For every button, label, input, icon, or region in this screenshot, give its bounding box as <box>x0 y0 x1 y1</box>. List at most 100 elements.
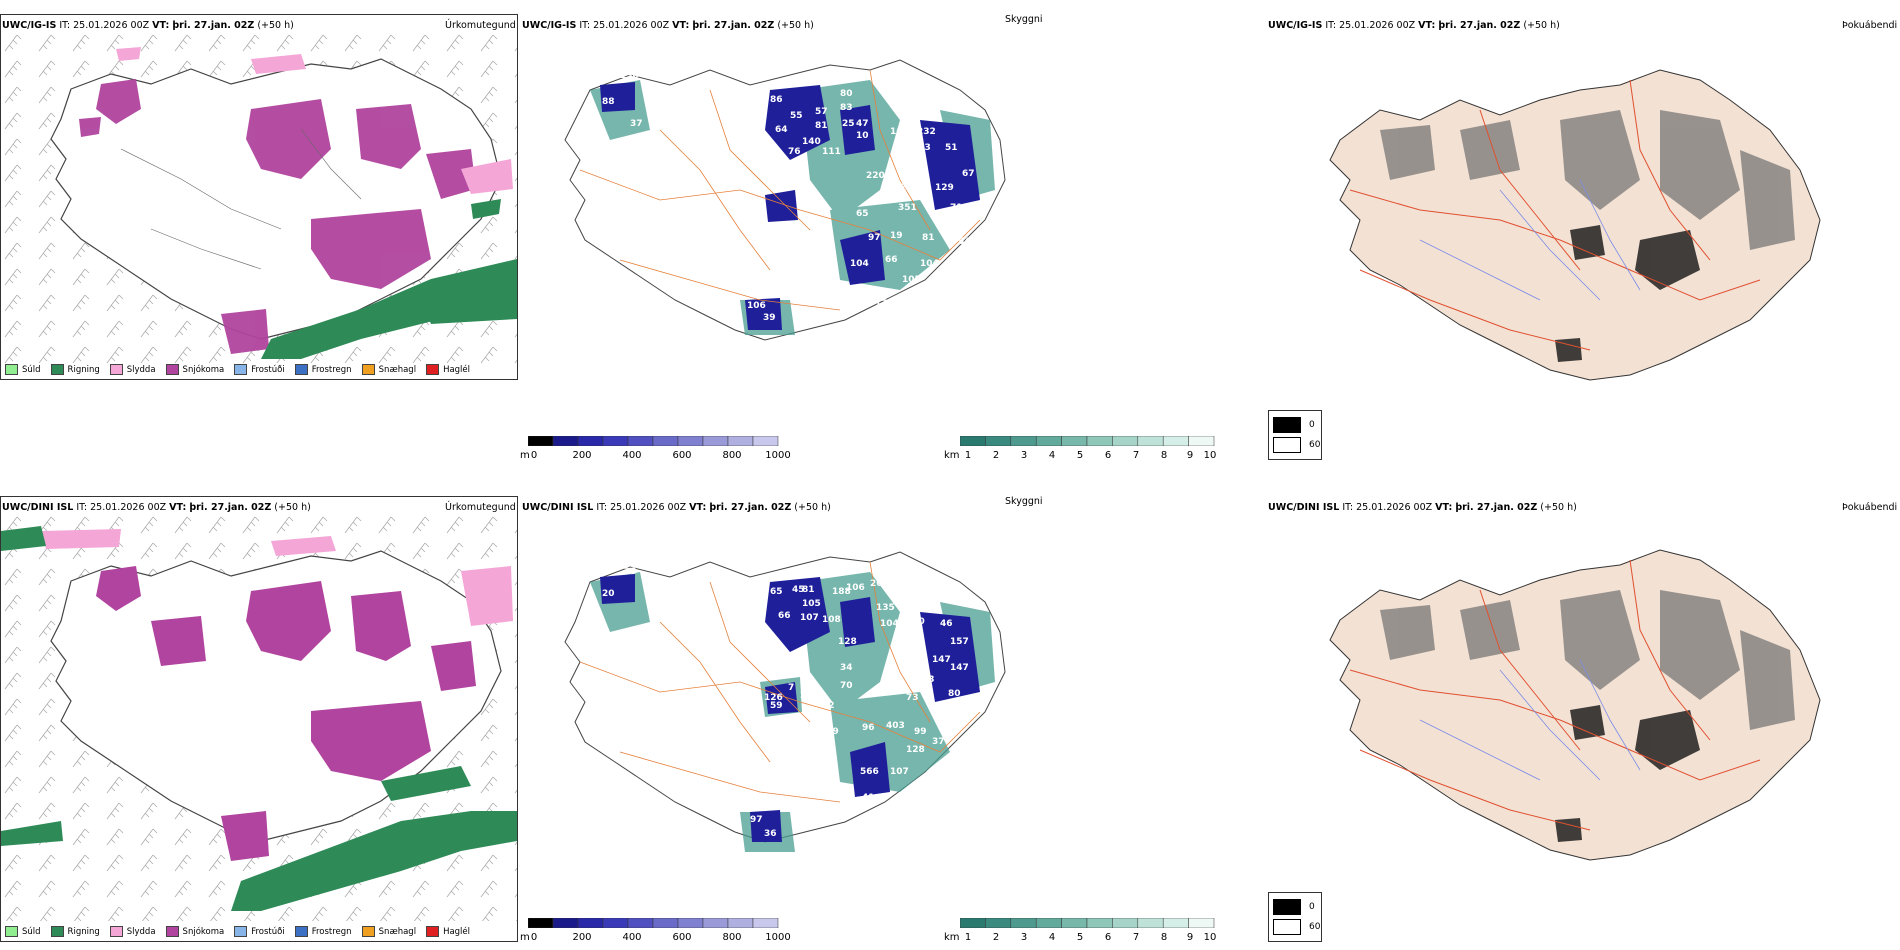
precip-panel-1: Súld Rigning Slydda Snjókoma Frostúði Fr… <box>0 14 518 380</box>
cloud-tick: 200 <box>572 450 592 461</box>
visibility-unit: km <box>944 932 960 943</box>
vt-value: þri. 27.jan. 02Z <box>172 20 255 31</box>
it-label: IT: <box>1342 502 1354 513</box>
road-network <box>579 561 981 803</box>
legend-item: Slydda <box>109 364 156 375</box>
legend-item: Rigning <box>50 364 100 375</box>
cloud-label: 166 <box>890 127 909 137</box>
colorbar-segment <box>552 436 579 446</box>
legend-item: Snæhagl <box>361 926 417 937</box>
fog-key-swatch <box>1273 437 1301 453</box>
model-name: UWC/IG-IS <box>1268 20 1323 31</box>
colorbar-segment <box>627 436 654 446</box>
cloud-label: 57 <box>815 107 828 117</box>
vt-value: þri. 27.jan. 02Z <box>1438 20 1521 31</box>
cloud-label: 65 <box>856 209 869 219</box>
cloud-label: 229 <box>900 183 919 193</box>
vis-tick: 4 <box>1048 450 1056 461</box>
it-value: 25.01.2026 00Z <box>593 20 670 31</box>
rain-areas <box>1 526 517 911</box>
colorbar-segment <box>1188 436 1215 446</box>
vis-tick: 2 <box>992 450 1000 461</box>
cloud-label: 104 <box>880 619 899 629</box>
legend-label: Snjókoma <box>182 364 225 375</box>
vt-label: VT: <box>169 502 187 513</box>
vis-tick: 10 <box>1203 450 1217 461</box>
cloud-label: 80 <box>948 689 961 699</box>
header-row-1-fog: UWC/IG-IS IT: 25.01.2026 00Z VT: þri. 27… <box>1268 20 1560 31</box>
lead-time: (+50 h) <box>1540 502 1577 513</box>
cloud-label: 108 <box>822 615 841 625</box>
cloud-label: 20 <box>602 589 615 599</box>
precip-legend-2: Súld Rigning Slydda Snjókoma Frostúði Fr… <box>5 926 480 937</box>
fog-key-light: 60 <box>1273 919 1320 935</box>
cloud-labels: 107 23 20 65 45 66 108 107 105 62 81 106… <box>600 563 969 839</box>
colorbar-segment <box>1112 436 1139 446</box>
legend-label: Snjókoma <box>182 926 225 937</box>
cloud-label: 66 <box>778 611 791 621</box>
legend-item: Frostúði <box>234 364 285 375</box>
colorbar-segment <box>602 918 629 928</box>
cloud-label: 51 <box>880 323 893 333</box>
it-label: IT: <box>1325 20 1337 31</box>
cloud-label: 135 <box>876 603 895 613</box>
legend-label: Slydda <box>126 364 156 375</box>
fog-key-label: 60 <box>1309 440 1321 450</box>
fog-map-1 <box>1329 69 1821 381</box>
cloud-label: 147 <box>950 663 969 673</box>
it-label: IT: <box>76 502 88 513</box>
legend-label: Snæhagl <box>378 926 417 937</box>
precip-title-1: Úrkomutegund <box>445 20 516 31</box>
cloud-tick: 400 <box>622 450 642 461</box>
it-label: IT: <box>596 502 608 513</box>
vt-label: VT: <box>689 502 707 513</box>
snow-areas <box>96 566 476 861</box>
sky-title-1: Skyggni <box>1005 14 1043 25</box>
colorbar-segment <box>627 918 654 928</box>
colorbar-segment <box>652 918 679 928</box>
cloud-label: 23 <box>624 567 637 577</box>
cloud-label: 115 <box>900 159 919 169</box>
fog-key-swatch <box>1273 919 1301 935</box>
header-row-2-sky: UWC/DINI ISL IT: 25.01.2026 00Z VT: þri.… <box>522 502 831 513</box>
legend-swatch <box>109 926 123 937</box>
cloud-label: 71 <box>950 203 963 213</box>
colorbar-segment <box>1188 918 1215 928</box>
colorbar-segment <box>1162 436 1189 446</box>
precip-map-1 <box>1 29 517 369</box>
colorbar-segment <box>985 436 1012 446</box>
cloud-labels: 129 130 88 37 86 55 57 64 81 76 80 140 1… <box>600 71 975 333</box>
vis-tick: 7 <box>1132 932 1140 943</box>
legend-swatch <box>165 364 179 375</box>
cloud-tick: 800 <box>722 450 742 461</box>
legend-swatch <box>5 926 18 937</box>
cloud-label: 83 <box>840 103 853 113</box>
cloud-label: 88 <box>602 97 615 107</box>
fog-index-areas <box>1380 110 1795 250</box>
vt-value: þri. 27.jan. 02Z <box>189 502 272 513</box>
legend-swatch <box>234 926 248 937</box>
cloud-label: 82 <box>822 701 835 711</box>
colorbar-segment <box>1061 918 1088 928</box>
cloud-label: 126 <box>764 693 783 703</box>
fog-map-2 <box>1329 549 1821 861</box>
cloud-base-colorbar-svg <box>528 918 779 928</box>
vt-value: þri. 27.jan. 02Z <box>709 502 792 513</box>
cloud-label: 76 <box>788 147 801 157</box>
colorbar-segment <box>985 918 1012 928</box>
cloud-label: 70 <box>840 681 853 691</box>
cloud-label: 47 <box>856 119 869 129</box>
cloud-label: 111 <box>822 147 841 157</box>
sky-title-2: Skyggni <box>1005 496 1043 507</box>
colorbar-segment <box>1137 918 1164 928</box>
cloud-label: 610 <box>900 655 919 665</box>
colorbar-segment <box>577 918 604 928</box>
cloud-label: 45 <box>792 585 805 595</box>
vis-tick: 9 <box>1186 932 1194 943</box>
cloud-label: 292 <box>800 691 819 701</box>
cloud-label: 232 <box>917 127 936 137</box>
colorbar-segment <box>960 918 986 928</box>
legend-label: Haglél <box>443 364 471 375</box>
cloud-label: 97 <box>868 233 881 243</box>
fog-key-dark: 0 <box>1273 899 1315 915</box>
